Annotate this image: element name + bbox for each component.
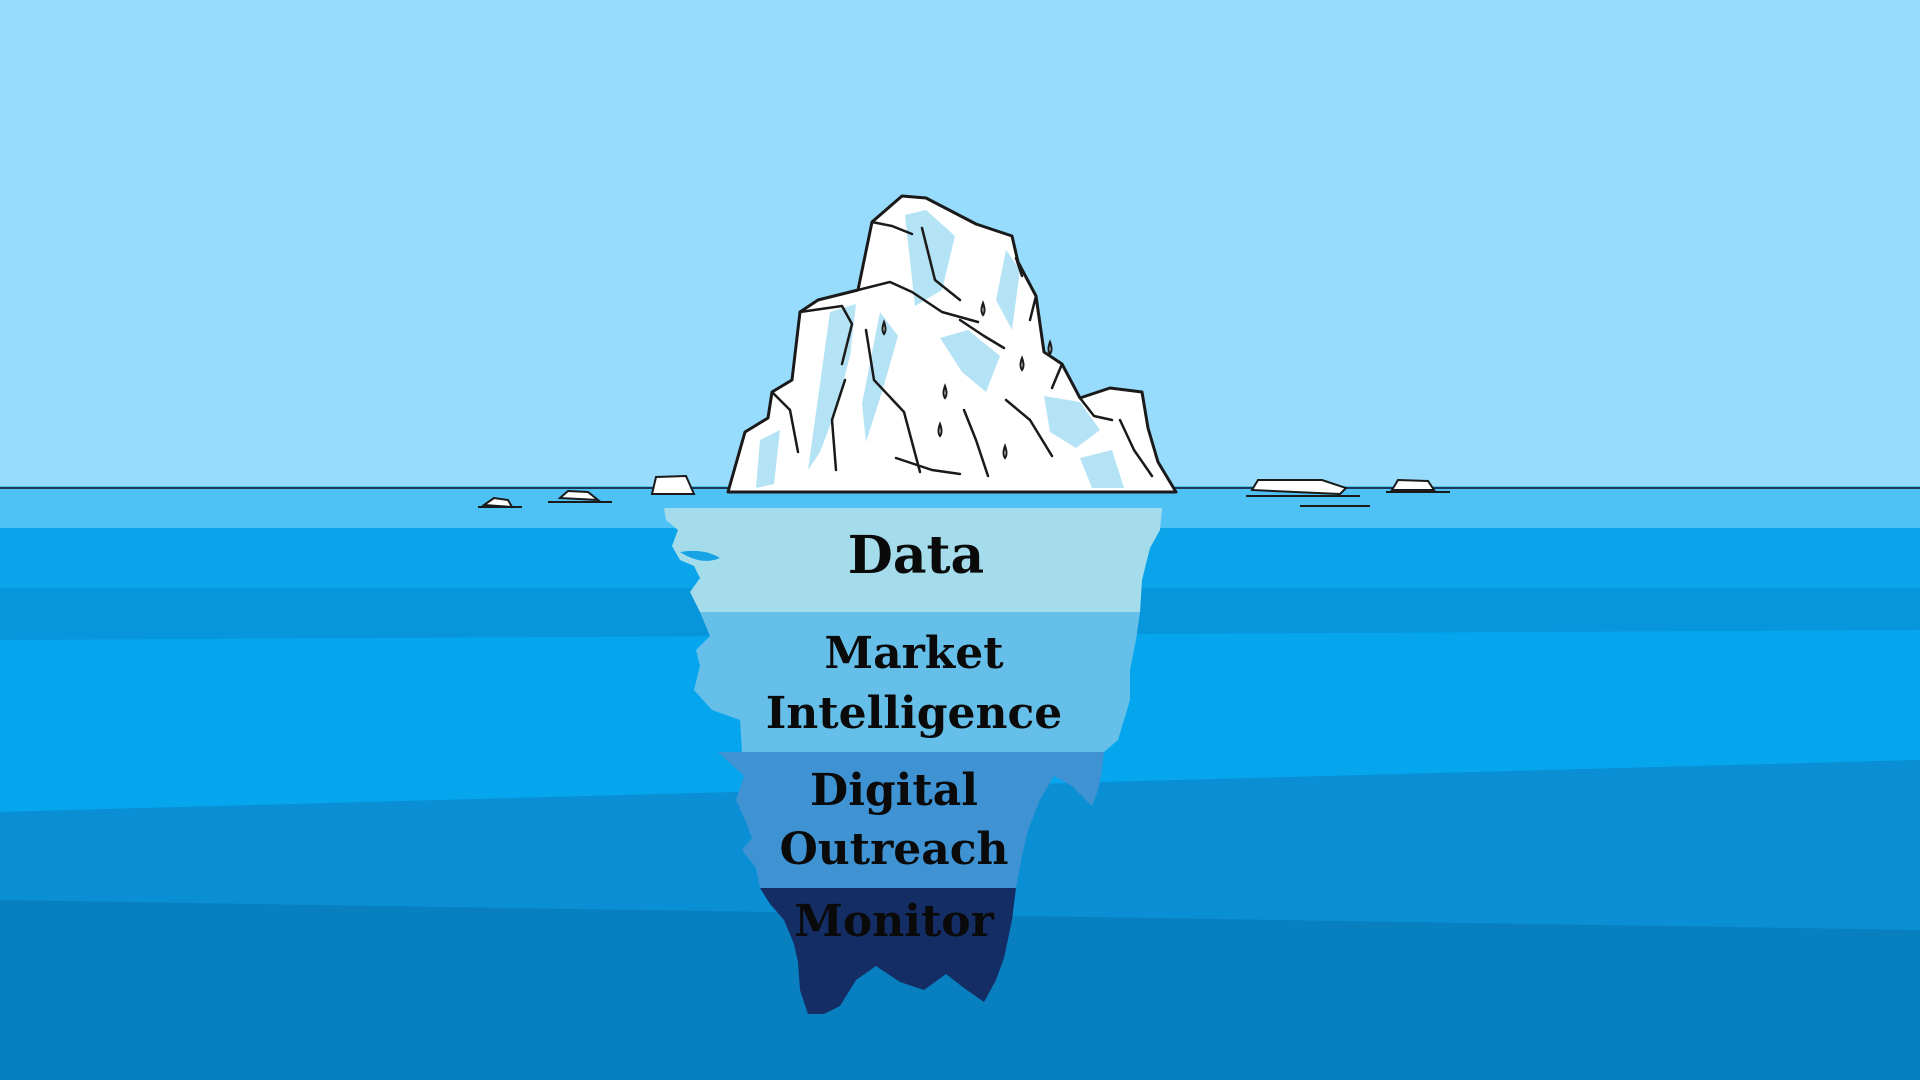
layer-market-intelligence	[694, 612, 1140, 752]
iceberg-layers	[664, 508, 1162, 1014]
iceberg-tip	[726, 194, 1178, 494]
ice-floes	[478, 474, 1450, 509]
label-data: Data	[848, 525, 985, 586]
layer-digital-outreach	[718, 752, 1104, 888]
label-monitor: Monitor	[794, 896, 994, 947]
layer-labels: Data Market Intelligence Digital Outreac…	[766, 525, 1063, 947]
layer-data	[664, 508, 1162, 612]
label-intelligence: Intelligence	[766, 688, 1063, 739]
label-outreach: Outreach	[779, 824, 1008, 875]
label-digital: Digital	[810, 765, 978, 816]
layer-monitor	[760, 888, 1016, 1014]
label-market: Market	[824, 628, 1004, 679]
